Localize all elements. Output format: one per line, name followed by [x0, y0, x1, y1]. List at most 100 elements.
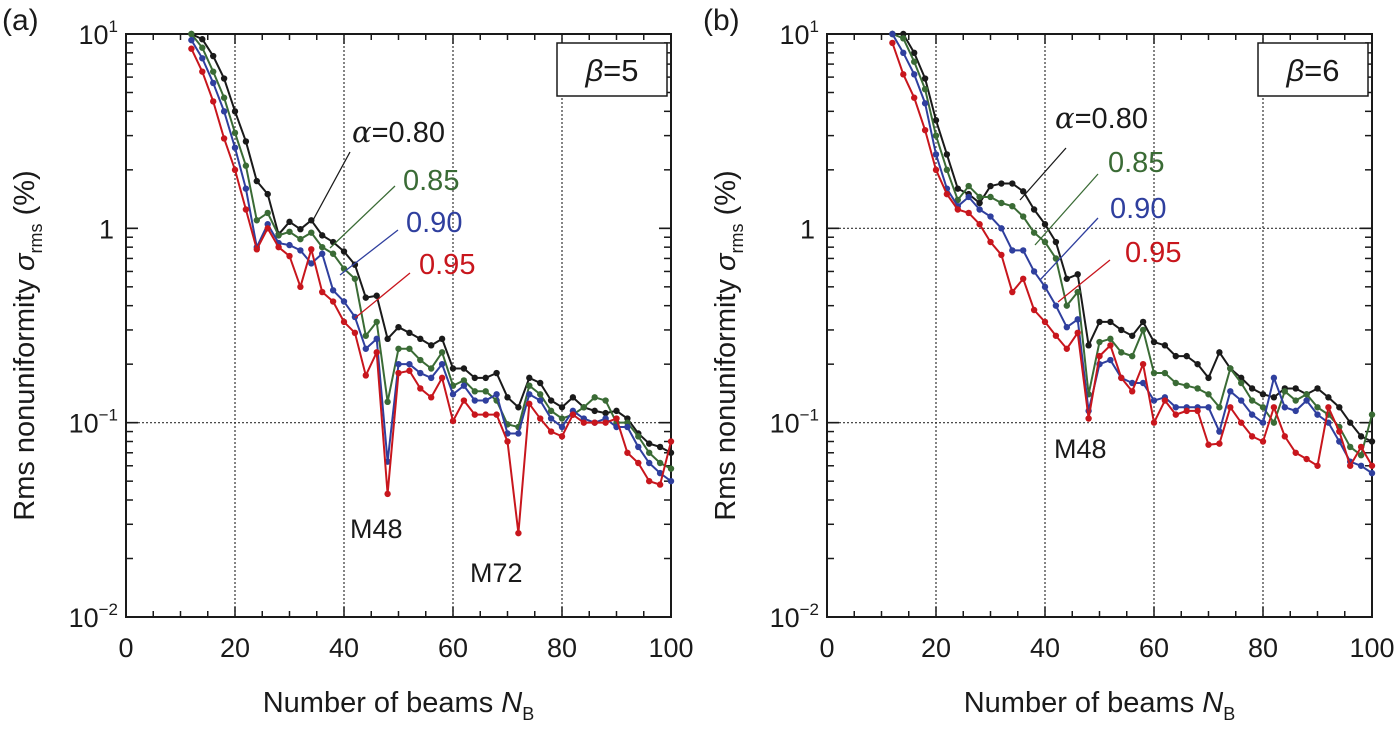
data-point — [1020, 188, 1027, 195]
data-point — [1216, 440, 1223, 447]
data-point — [471, 411, 478, 418]
data-point — [1270, 419, 1278, 426]
data-point — [1292, 407, 1299, 415]
data-point — [889, 30, 896, 38]
data-point — [900, 71, 907, 78]
data-point — [1259, 438, 1267, 445]
data-point — [1336, 438, 1343, 445]
x-tick-label: 0 — [118, 633, 133, 663]
annotation-m48-a: M48 — [350, 514, 403, 544]
data-point — [493, 369, 500, 377]
data-point — [264, 225, 271, 232]
data-point — [395, 345, 402, 352]
series-labels-b: α=0.80 0.85 0.90 0.95 — [1019, 101, 1181, 303]
data-point — [1347, 419, 1354, 426]
grid-b — [827, 34, 1372, 617]
data-point — [976, 221, 983, 228]
data-point — [1041, 238, 1049, 246]
ticks-a — [125, 33, 672, 618]
data-point — [1030, 268, 1038, 275]
data-point — [547, 415, 555, 422]
data-point — [406, 345, 413, 352]
data-point — [210, 52, 217, 60]
data-point — [1074, 288, 1081, 296]
annotation-m72-a: M72 — [470, 558, 523, 588]
data-point — [275, 243, 282, 251]
data-point — [471, 374, 478, 382]
data-point — [362, 294, 369, 301]
data-point — [460, 365, 468, 372]
data-point — [1172, 379, 1180, 387]
data-point — [220, 94, 228, 101]
data-point — [242, 162, 250, 169]
data-point — [987, 238, 994, 246]
series--0-80 — [188, 30, 675, 456]
data-point — [1030, 306, 1038, 314]
data-point — [1314, 411, 1321, 418]
ticks-b — [826, 33, 1373, 618]
data-point — [231, 129, 239, 137]
data-point — [253, 177, 260, 185]
data-point — [656, 459, 664, 467]
data-point — [1205, 404, 1212, 411]
data-point — [1096, 318, 1103, 326]
data-point — [417, 385, 424, 392]
data-point — [1357, 452, 1365, 459]
data-point — [911, 94, 918, 101]
data-point — [591, 394, 598, 401]
data-point — [493, 411, 500, 418]
data-point — [210, 79, 217, 87]
data-point — [286, 241, 293, 249]
data-point — [220, 135, 228, 142]
data-point — [900, 35, 907, 42]
data-point — [667, 465, 675, 472]
data-point — [384, 398, 391, 406]
data-point — [297, 225, 304, 233]
data-point — [1129, 352, 1136, 360]
data-point — [1259, 419, 1267, 426]
data-point — [1281, 404, 1289, 411]
data-point — [998, 251, 1005, 259]
data-point — [395, 323, 402, 331]
data-point — [428, 374, 435, 382]
data-point — [482, 397, 489, 404]
data-point — [275, 232, 282, 239]
data-point — [1063, 345, 1071, 352]
series-label: α=0.80 — [1055, 101, 1148, 135]
data-point — [602, 419, 609, 426]
data-point — [340, 318, 348, 326]
data-point — [1227, 365, 1234, 372]
x-tick-label: 20 — [921, 633, 951, 663]
data-point — [526, 391, 533, 398]
data-point — [1357, 462, 1365, 469]
x-axis-title-b: Number of beams NB — [964, 687, 1236, 724]
data-point — [889, 39, 896, 47]
data-point — [438, 374, 446, 382]
x-tick-label: 100 — [648, 633, 693, 663]
series-layer-a — [188, 30, 675, 537]
data-point — [286, 228, 293, 235]
data-point — [1118, 349, 1125, 356]
data-point — [220, 75, 228, 82]
data-point — [384, 490, 391, 498]
data-point — [264, 190, 271, 198]
data-point — [449, 417, 457, 425]
data-point — [373, 318, 380, 326]
data-point — [1368, 411, 1376, 418]
data-point — [1270, 394, 1278, 401]
data-point — [921, 126, 929, 134]
data-point — [188, 36, 195, 44]
label-leader-line — [329, 185, 396, 249]
data-point — [351, 329, 359, 337]
series-label: 0.95 — [1125, 237, 1181, 269]
data-point — [449, 365, 457, 372]
data-point — [569, 411, 577, 418]
y-axis-title-a: Rms nonuniformity σrms (%) — [9, 170, 46, 520]
data-point — [987, 182, 994, 190]
data-point — [1183, 382, 1190, 389]
label-leader-line — [339, 229, 399, 276]
data-point — [1238, 397, 1245, 404]
data-point — [580, 419, 587, 426]
data-point — [210, 68, 217, 75]
data-point — [1281, 388, 1289, 395]
